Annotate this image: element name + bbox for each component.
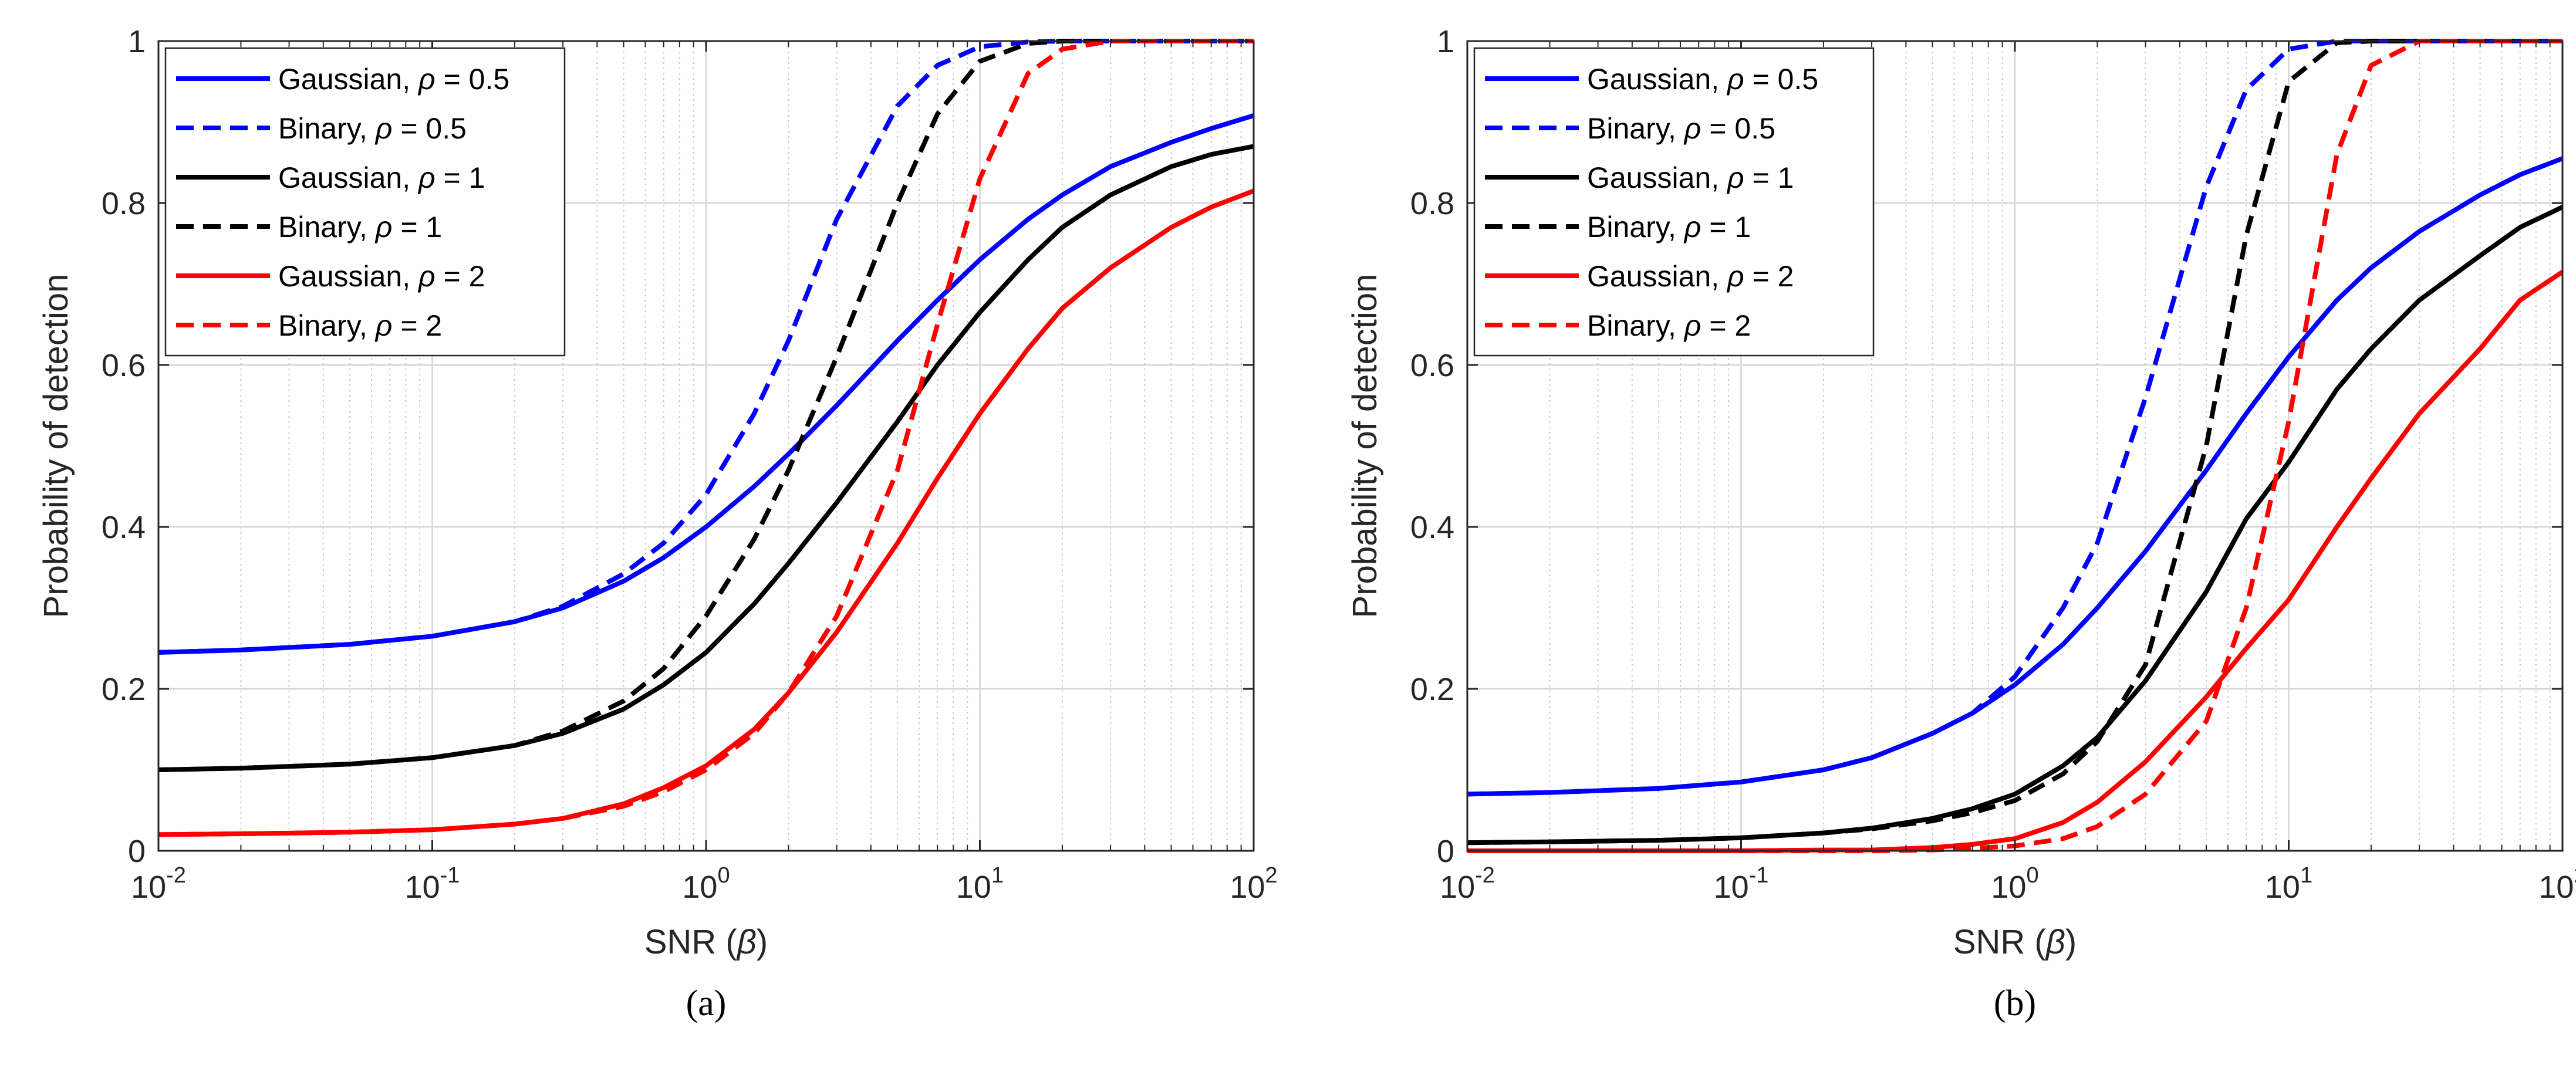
legend: Gaussian, ρ = 0.5 Binary, ρ = 0.5 Gaussian… <box>1473 47 1875 357</box>
legend-item: Gaussian, ρ = 1 <box>176 161 485 194</box>
legend-label: Binary, ρ = 2 <box>1587 309 1751 342</box>
legend-box <box>164 47 566 357</box>
y-tick-label: 1 <box>1437 24 1454 59</box>
x-tick-label: 101 <box>2265 863 2312 905</box>
legend-label: Binary, ρ = 1 <box>1587 211 1751 244</box>
legend-label: Binary, ρ = 1 <box>278 211 442 244</box>
legend-label: Gaussian, ρ = 0.5 <box>1587 63 1818 96</box>
x-tick-label: 10-2 <box>1440 863 1495 905</box>
figure-caption: (a) <box>686 983 727 1023</box>
legend-label: Gaussian, ρ = 1 <box>278 161 485 194</box>
x-axis-title: SNR (β) <box>644 923 768 961</box>
x-axis-title: SNR (β) <box>1953 923 2077 961</box>
legend-item: Binary, ρ = 2 <box>1485 309 1751 342</box>
y-tick-label: 0.6 <box>102 348 146 383</box>
legend-item: Gaussian, ρ = 2 <box>176 260 485 293</box>
legend-label: Gaussian, ρ = 2 <box>278 260 485 293</box>
legend-item: Gaussian, ρ = 2 <box>1485 260 1794 293</box>
y-tick-label: 0.4 <box>102 510 146 545</box>
y-axis-title: Probability of detection <box>1346 274 1384 618</box>
legend-label: Gaussian, ρ = 0.5 <box>278 63 509 96</box>
legend-item: Binary, ρ = 2 <box>176 309 442 342</box>
x-tick-label: 102 <box>2538 863 2576 905</box>
y-tick-label: 0.8 <box>1410 186 1454 221</box>
legend-label: Gaussian, ρ = 1 <box>1587 161 1794 194</box>
y-axis-title: Probability of detection <box>37 274 75 618</box>
legend-item: Gaussian, ρ = 1 <box>1485 161 1794 194</box>
x-tick-label: 100 <box>1991 863 2038 905</box>
x-tick-label: 10-1 <box>405 863 460 905</box>
panel-b: 10-2 10-1 100 101 102 0 0.2 0.4 0.6 0.8 1 SNR (β) Pr… <box>1346 24 2576 1023</box>
legend-item: Binary, ρ = 0.5 <box>176 112 467 145</box>
legend-item: Gaussian, ρ = 0.5 <box>176 63 509 96</box>
y-tick-label: 0 <box>1437 834 1454 869</box>
legend-label: Binary, ρ = 0.5 <box>1587 112 1775 145</box>
y-tick-label: 0.2 <box>102 672 146 707</box>
y-tick-label: 0.6 <box>1410 348 1454 383</box>
legend-item: Binary, ρ = 0.5 <box>1485 112 1775 145</box>
legend-label: Binary, ρ = 2 <box>278 309 442 342</box>
series-group <box>158 39 1254 837</box>
legend-label: Binary, ρ = 0.5 <box>278 112 467 145</box>
x-tick-label: 102 <box>1230 863 1277 905</box>
x-tick-label: 10-1 <box>1714 863 1769 905</box>
y-tick-label: 0.8 <box>102 186 146 221</box>
legend-box <box>1473 47 1875 357</box>
legend-item: Gaussian, ρ = 0.5 <box>1485 63 1818 96</box>
panel-a: 10-2 10-1 100 101 102 0 0.2 0.4 0.6 0.8 1 SNR (β) Pr… <box>37 24 1278 1023</box>
ticks <box>1466 40 2564 852</box>
y-tick-label: 1 <box>128 24 146 59</box>
legend-item: Binary, ρ = 1 <box>1485 211 1751 244</box>
legend: Gaussian, ρ = 0.5 Binary, ρ = 0.5 Gaussian… <box>164 47 566 357</box>
y-tick-label: 0.2 <box>1410 672 1454 707</box>
x-tick-label: 10-2 <box>131 863 186 905</box>
figure-caption: (b) <box>1994 983 2036 1023</box>
ticks <box>157 40 1255 852</box>
legend-item: Binary, ρ = 1 <box>176 211 442 244</box>
y-tick-label: 0.4 <box>1410 510 1454 545</box>
series-line-binary-rho-2 <box>158 39 1254 837</box>
legend-label: Gaussian, ρ = 2 <box>1587 260 1794 293</box>
x-tick-label: 100 <box>682 863 730 905</box>
y-tick-label: 0 <box>128 834 146 869</box>
x-tick-label: 101 <box>956 863 1004 905</box>
